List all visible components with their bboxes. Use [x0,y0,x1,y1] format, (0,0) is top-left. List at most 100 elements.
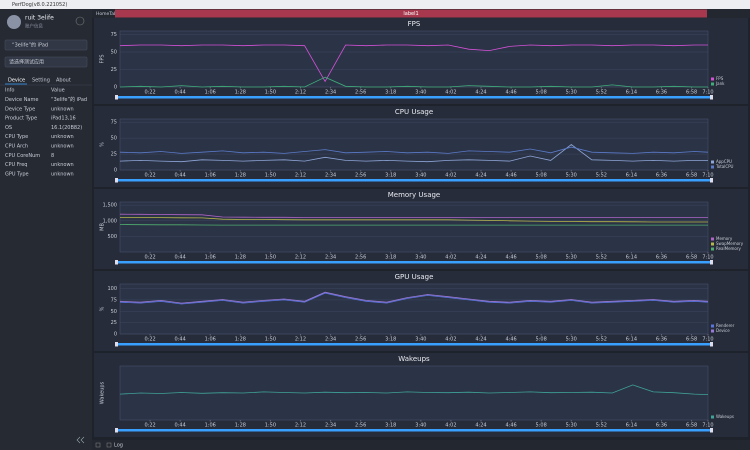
x-tick-label: 5:08 [536,337,547,343]
y-tick-label: 100 [107,286,117,292]
x-tick-label: 1:06 [205,423,216,429]
legend-swatch [711,165,714,169]
y-tick-label: 50 [111,50,117,56]
x-tick-label: 1:06 [205,337,216,343]
x-tick-label: 3:40 [415,337,426,343]
slider-handle[interactable] [710,428,713,433]
x-tick-label: 4:02 [445,337,456,343]
sidebar-tab[interactable]: Setting [32,78,50,84]
time-slider[interactable] [116,179,712,182]
slider-handle[interactable] [710,178,713,183]
legend-label[interactable]: AppCPU [716,159,732,164]
legend-label[interactable]: Device [716,328,730,333]
x-tick-label: 5:52 [596,337,607,343]
legend-label[interactable]: Memory [716,236,733,241]
legend-label[interactable]: Jank [715,81,725,86]
x-tick-label: 2:12 [295,423,306,429]
chart-title: FPS [408,20,421,28]
legend-label[interactable]: FPS [716,76,724,81]
slider-handle[interactable] [115,342,118,347]
log-checkbox[interactable] [95,442,101,448]
table-cell: CPU Freq [5,162,27,168]
x-tick-label: 5:30 [566,423,577,429]
legend-swatch [711,415,714,419]
chart-title: CPU Usage [395,108,433,116]
app-select[interactable] [4,56,88,68]
x-tick-label: 5:08 [536,255,547,261]
y-tick-label: 1,000 [103,218,117,224]
chart-title: Wakeups [398,355,430,363]
device-select[interactable] [4,39,88,51]
time-slider[interactable] [116,429,712,432]
device-name: “3elife”的 iPad [12,42,48,49]
table-cell: CPU CoreNum [5,153,40,159]
legend-swatch [711,160,714,164]
x-tick-label: 3:40 [415,423,426,429]
legend-swatch [711,237,714,241]
time-slider[interactable] [116,261,712,264]
home-tab[interactable]: HomeTab [96,11,117,17]
x-tick-label: 6:14 [626,90,637,96]
slider-handle[interactable] [115,260,118,265]
time-slider[interactable] [116,343,712,346]
label-text: label1 [403,11,418,17]
slider-handle[interactable] [710,260,713,265]
x-tick-label: 5:30 [566,173,577,179]
collapse-icon[interactable] [76,436,85,444]
slider-handle[interactable] [710,342,713,347]
x-tick-label: 5:08 [536,423,547,429]
y-tick-label: 75 [111,32,117,38]
x-tick-label: 2:12 [295,337,306,343]
y-axis-label: % [100,306,106,311]
slider-handle[interactable] [115,178,118,183]
y-tick-label: 0 [114,332,117,338]
x-tick-label: 4:46 [505,255,516,261]
x-tick-label: 0:44 [175,173,186,179]
y-axis-label: MB [100,223,106,231]
x-tick-label: 0:44 [175,90,186,96]
x-tick-label: 1:28 [235,255,246,261]
x-tick-label: 4:46 [505,173,516,179]
x-tick-label: 4:24 [475,423,486,429]
x-tick-label: 5:08 [536,90,547,96]
settings-button[interactable] [75,16,85,26]
x-tick-label: 0:22 [144,90,155,96]
x-tick-label: 2:34 [325,423,336,429]
table-cell: “3elife”的 iPad [51,96,87,103]
sidebar-tab[interactable]: About [56,78,71,84]
x-tick-label: 2:12 [295,173,306,179]
x-tick-label: 5:52 [596,173,607,179]
legend-label[interactable]: Wakeups [716,414,734,419]
legend-label[interactable]: Renderer [716,323,735,328]
x-tick-label: 7:10 [702,255,713,261]
user-name[interactable]: ruit 3elife [25,15,54,22]
sidebar-tab[interactable]: Device [8,78,25,84]
series-line [119,213,708,218]
x-tick-label: 4:24 [475,173,486,179]
x-tick-label: 1:50 [265,423,276,429]
x-tick-label: 2:34 [325,337,336,343]
legend-label[interactable]: TotalCPU [715,164,734,169]
table-cell: unknown [51,171,74,177]
x-tick-label: 6:58 [686,255,697,261]
x-tick-label: 6:36 [656,90,667,96]
slider-handle[interactable] [115,95,118,100]
table-cell: unknown [51,144,74,150]
x-tick-label: 4:02 [445,90,456,96]
legend-swatch [711,82,714,86]
y-tick-label: 75 [111,297,117,303]
legend-label[interactable]: SwapMemory [716,241,744,246]
legend-label[interactable]: RealMemory [716,246,742,251]
legend-swatch [711,77,714,81]
x-tick-label: 1:28 [235,337,246,343]
window-title: PerfDog(v8.0.221052) [12,2,67,8]
table-cell: 8 [51,153,54,159]
slider-handle[interactable] [115,428,118,433]
slider-handle[interactable] [710,95,713,100]
x-tick-label: 2:34 [325,255,336,261]
time-slider[interactable] [116,96,712,99]
log-checkbox-2[interactable] [106,442,112,448]
y-tick-label: 25 [111,67,117,73]
y-axis-label: Wakeups [100,381,106,404]
